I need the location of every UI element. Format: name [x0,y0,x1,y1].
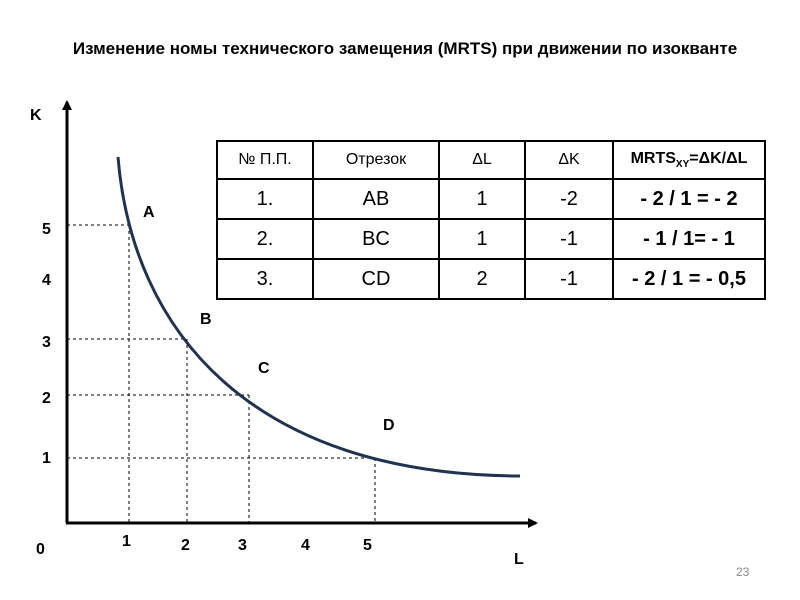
y-tick-label: 2 [42,390,51,407]
guide-lines [67,224,376,523]
cell-number: 2. [216,218,314,260]
x-tick-label: 2 [181,537,190,554]
cell-delta-l: 1 [438,218,526,260]
origin-label: 0 [36,541,45,558]
slide-title: Изменение номы технического замещения (M… [72,39,738,58]
x-tick-label: 1 [122,533,131,550]
x-tick-label: 4 [301,537,310,554]
cell-delta-k: -1 [524,218,614,260]
header-mrts-subscript: XY [675,159,690,171]
cell-segment: AB [312,178,440,220]
x-tick-label: 3 [238,537,247,554]
header-mrts: MRTSXY=ΔK/ΔL [612,140,766,180]
mrts-table: № П.П. Отрезок ΔL ΔK MRTSXY=ΔK/ΔL 1. AB … [216,140,766,300]
cell-mrts: - 2 / 1 = - 2 [612,178,766,220]
table-header-row: № П.П. Отрезок ΔL ΔK MRTSXY=ΔK/ΔL [216,140,766,180]
table-row: 3. CD 2 -1 - 2 / 1 = - 0,5 [216,258,766,300]
cell-segment: BC [312,218,440,260]
y-tick-label: 3 [42,334,51,351]
table-row: 1. AB 1 -2 - 2 / 1 = - 2 [216,178,766,220]
cell-delta-k: -2 [524,178,614,220]
page-number: 23 [736,565,750,579]
header-delta-k: ΔK [524,140,614,180]
header-number: № П.П. [216,140,314,180]
header-mrts-main: MRTS [630,149,676,167]
cell-number: 1. [216,178,314,220]
header-mrts-formula: =ΔK/ΔL [689,149,748,167]
isoquant-curve [116,156,521,478]
y-tick-label: 4 [42,272,51,289]
y-tick-label: 1 [42,450,51,467]
table-row: 2. BC 1 -1 - 1 / 1= - 1 [216,218,766,260]
point-label-d: D [383,417,395,434]
point-label-c: C [258,360,270,377]
header-delta-l: ΔL [438,140,526,180]
y-axis-label: K [30,107,42,124]
cell-delta-l: 1 [438,178,526,220]
x-axis-label: L [514,551,524,568]
y-tick-label: 5 [42,221,51,238]
point-label-a: A [143,204,155,221]
cell-number: 3. [216,258,314,300]
cell-delta-l: 2 [438,258,526,300]
cell-delta-k: -1 [524,258,614,300]
point-label-b: B [200,311,212,328]
cell-mrts: - 2 / 1 = - 0,5 [612,258,766,300]
cell-segment: CD [312,258,440,300]
header-segment: Отрезок [312,140,440,180]
x-tick-label: 5 [363,537,372,554]
cell-mrts: - 1 / 1= - 1 [612,218,766,260]
